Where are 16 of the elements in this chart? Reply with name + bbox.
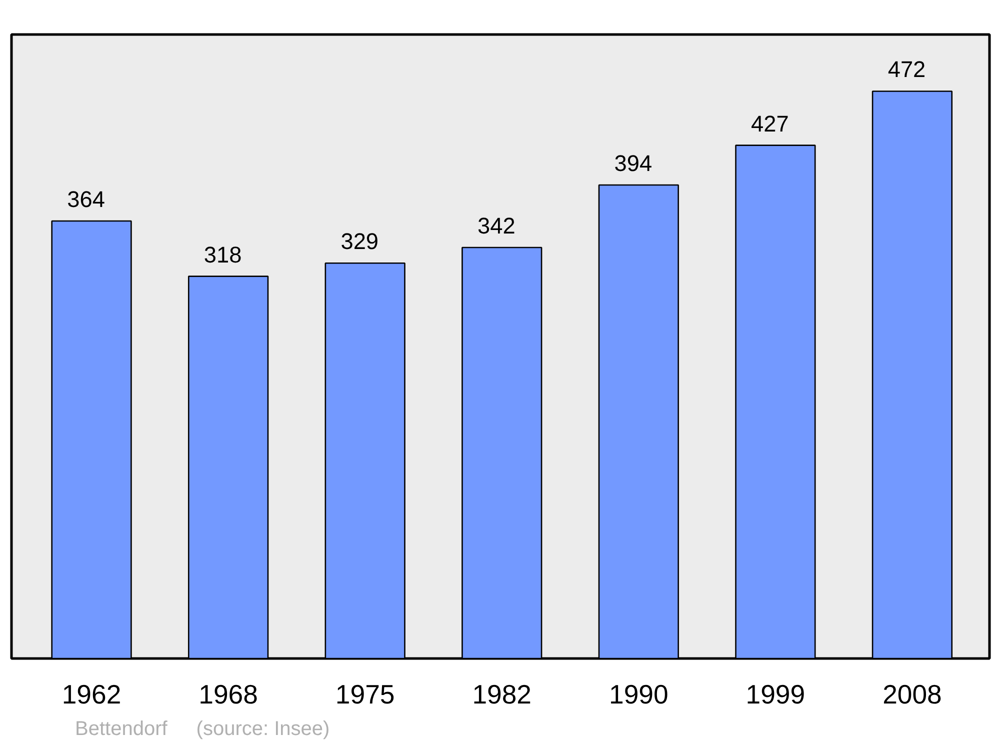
x-tick-label: 1999	[746, 680, 806, 710]
text: Bettendorf	[75, 717, 168, 742]
text: (source: Insee)	[196, 717, 330, 742]
data-label: 342	[477, 212, 516, 238]
data-label: 472	[888, 56, 926, 82]
data-label: 329	[340, 228, 379, 254]
data-label: 427	[751, 110, 789, 136]
x-tick-label: 1975	[335, 680, 395, 710]
x-tick-label: 1982	[472, 680, 532, 710]
x-tick-label: 2008	[882, 680, 942, 710]
data-label: 364	[67, 186, 105, 212]
data-label: 394	[614, 150, 652, 176]
x-tick-label: 1968	[198, 680, 258, 710]
x-tick-label: 1990	[609, 680, 668, 710]
x-tick-label: 1962	[62, 680, 122, 710]
data-label: 318	[204, 241, 242, 268]
